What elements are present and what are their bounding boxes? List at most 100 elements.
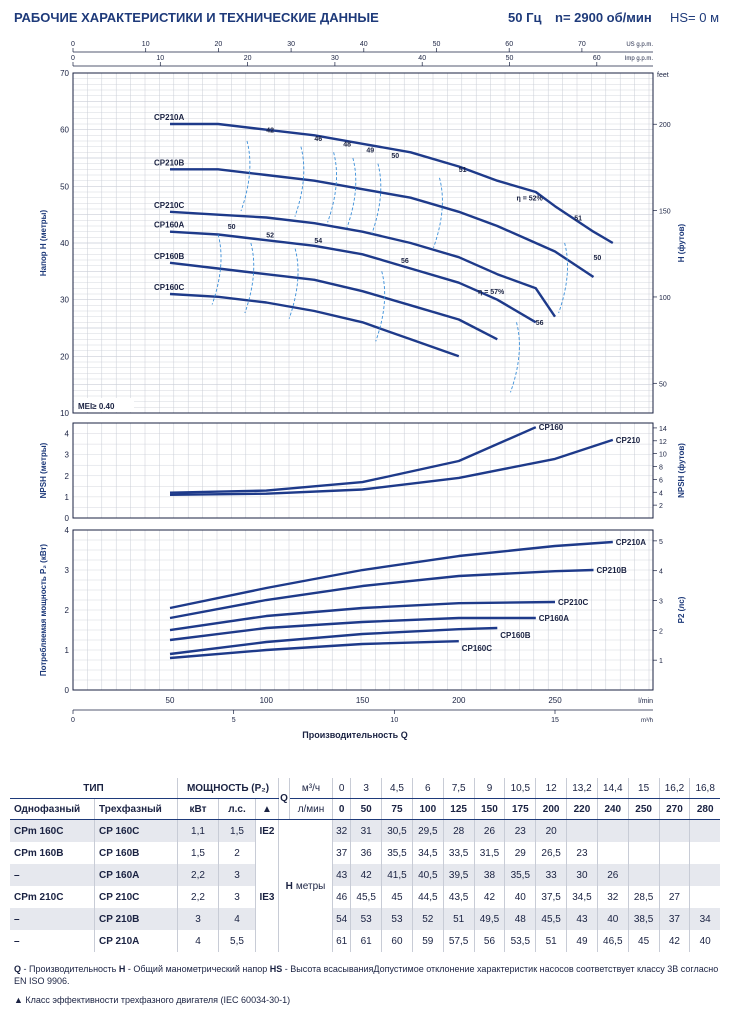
table-row: CPm 210C CP 210C 2,2 3 46 45,5 45 44,5 43,5 42 40 3… <box>10 886 720 908</box>
imp-gpm-unit: Imp g.p.m. <box>625 56 654 62</box>
y-tick-label: 3 <box>65 566 70 575</box>
head-value: 27 <box>659 886 691 908</box>
y-right-axis-label: P2 (лс) <box>677 596 686 623</box>
curve-label: CP160C <box>154 283 184 292</box>
curve-label: CP160A <box>154 221 184 230</box>
y-tick-label: 20 <box>60 352 69 361</box>
hp-header: л.с. <box>218 798 256 820</box>
efficiency-label: 46 <box>314 136 322 143</box>
iso-efficiency-line <box>288 248 299 319</box>
head-value: 32 <box>332 819 352 842</box>
iso-efficiency-line <box>375 271 386 342</box>
curve-cp160 <box>169 426 537 494</box>
m3h-cell: 4,5 <box>381 778 413 799</box>
head-value: 37 <box>659 908 691 930</box>
curve-cp210 <box>169 438 614 496</box>
m3h-cell: 10,5 <box>504 778 537 799</box>
efficiency-label: 56 <box>536 320 544 327</box>
y-right-axis-label: H (футов) <box>677 223 686 262</box>
table-row: CPm 160B CP 160B 1,5 2 IE3 37 36 35,5 34,5 33,5 31… <box>10 842 720 952</box>
y-tick-label: 30 <box>60 296 69 305</box>
three-phase-model: CP 160B <box>94 842 178 864</box>
curve-cp160b <box>169 626 498 656</box>
efficiency-label: 42 <box>266 128 274 135</box>
curve-cp210b <box>170 168 595 279</box>
head-value: 40 <box>504 886 537 908</box>
head-value: 34,5 <box>412 842 444 864</box>
curve-cp210a <box>170 122 614 245</box>
y-right-tick-label: 200 <box>659 122 671 129</box>
head-value: 57,5 <box>443 930 475 952</box>
head-value: 23 <box>504 819 537 842</box>
panel-head <box>72 72 657 414</box>
y-right-tick-label: 10 <box>659 452 667 459</box>
m3h-cell: 0 <box>332 778 352 799</box>
head-value: 42 <box>350 864 383 886</box>
iso-efficiency-line <box>371 163 382 234</box>
head-value: 51 <box>443 908 475 930</box>
m3h-tick-label: 0 <box>71 717 75 724</box>
m3h-cell: 15 <box>628 778 660 799</box>
y-tick-label: 70 <box>60 69 69 78</box>
head-value <box>597 819 629 842</box>
power-hp: 5,5 <box>218 930 256 952</box>
x-tick-label: 50 <box>166 696 175 705</box>
plot-frame <box>72 529 654 691</box>
single-phase-header: Однофазный <box>10 798 95 820</box>
y-tick-label: 0 <box>65 514 70 523</box>
fn-tolerance: Допустимое отклонение характеристик насо… <box>14 964 719 986</box>
fn-q: Q <box>14 964 22 974</box>
efficiency-label: 52 <box>266 232 274 239</box>
us-gpm-tick-label: 60 <box>505 41 513 48</box>
head-value <box>566 819 598 842</box>
head-value: 29 <box>504 842 537 864</box>
y-right-tick-label: 14 <box>659 426 667 433</box>
us-gpm-tick-label: 20 <box>215 41 223 48</box>
fn-h: H <box>118 964 126 974</box>
lmin-cell: 50 <box>350 798 383 820</box>
head-value: 28 <box>443 819 475 842</box>
curve-label: CP210A <box>616 538 646 547</box>
power-kw: 2,2 <box>177 886 219 908</box>
curve-label: CP210B <box>597 566 627 575</box>
y-tick-label: 3 <box>65 451 70 460</box>
y-right-tick-label: 5 <box>659 539 663 546</box>
table-row: – CP 210A 4 5,5 61 61 60 59 57,5 56 53,5 51 49 46,5 45… <box>10 930 720 952</box>
efficiency-label: 54 <box>314 238 322 245</box>
lmin-cell: 0 <box>332 798 352 820</box>
head-value <box>628 864 660 886</box>
head-value: 49 <box>566 930 598 952</box>
y-right-tick-label: 8 <box>659 465 663 472</box>
frequency-label: 50 Гц <box>508 10 542 25</box>
head-value: 43 <box>566 908 598 930</box>
head-value: 35,5 <box>381 842 413 864</box>
y-axis-label: Потребляемая мощность P₂ (кВт) <box>39 544 48 677</box>
head-value: 28,5 <box>628 886 660 908</box>
q-header: Q <box>278 778 290 820</box>
table-row: – CP 160A 2,2 3 43 42 41,5 40,5 39,5 38 35,5 33 30 26 <box>10 864 720 886</box>
head-value: 34,5 <box>566 886 598 908</box>
m3h-cell: 7,5 <box>443 778 475 799</box>
ie-class-header: ▲ <box>255 798 279 820</box>
head-value: 53,5 <box>504 930 537 952</box>
unit-lmin: л/мин <box>289 798 333 820</box>
m3h-tick-label: 15 <box>551 717 559 724</box>
single-phase-model: – <box>10 930 95 952</box>
head-value: 38,5 <box>628 908 660 930</box>
head-value <box>659 819 691 842</box>
y-tick-label: 60 <box>60 126 69 135</box>
head-value: 32 <box>597 886 629 908</box>
curve-cp160a <box>169 230 537 324</box>
fn-hs: HS <box>269 964 283 974</box>
efficiency-label: 51 <box>459 167 467 174</box>
head-value <box>628 842 660 864</box>
power-hp: 2 <box>218 842 256 864</box>
imp-gpm-tick-label: 50 <box>506 55 514 62</box>
y-right-tick-label: 1 <box>659 658 663 665</box>
three-phase-model: CP 210B <box>94 908 178 930</box>
lmin-cell: 150 <box>474 798 506 820</box>
head-value: 59 <box>412 930 444 952</box>
fn-hs-text: - Высота всасывания <box>282 964 374 974</box>
imp-gpm-tick-label: 0 <box>71 55 75 62</box>
m3h-tick-label: 5 <box>232 717 236 724</box>
